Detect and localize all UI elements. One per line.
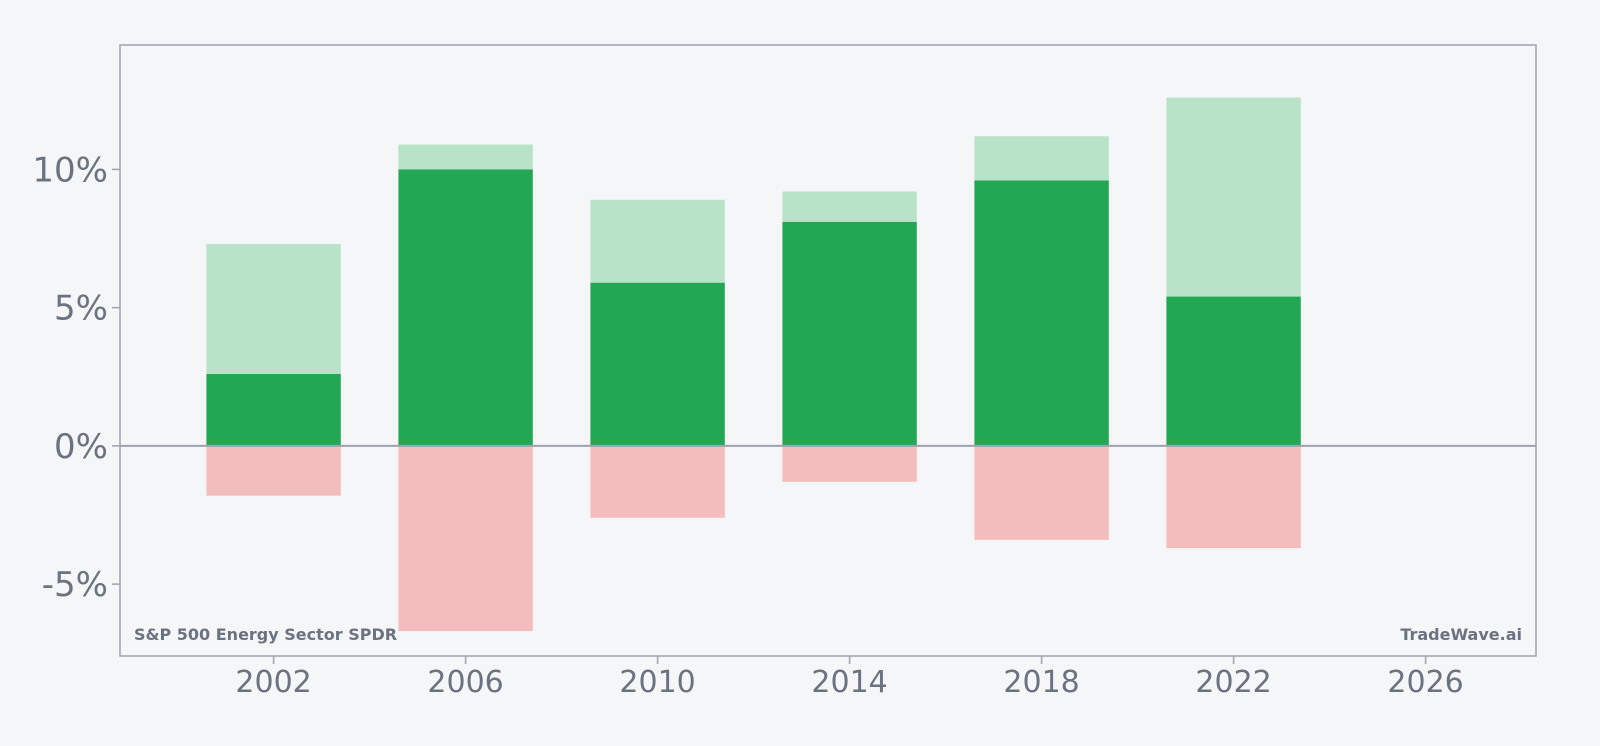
bar-lower-2010 — [590, 445, 725, 518]
x-tick-label: 2010 — [619, 665, 695, 700]
bar-upper-2018 — [974, 136, 1109, 181]
bar-lower-2002 — [206, 445, 341, 496]
y-tick-label: -5% — [42, 565, 108, 605]
x-tick-label: 2018 — [1003, 665, 1079, 700]
bars-group — [206, 97, 1301, 632]
bar-upper-2002 — [206, 244, 341, 374]
bar-core-2022 — [1166, 296, 1301, 446]
bar-upper-2010 — [590, 199, 725, 283]
bar-core-2006 — [398, 169, 533, 446]
watermark-annotation: TradeWave.ai — [1400, 625, 1522, 644]
y-tick-label: 0% — [54, 427, 108, 467]
bar-lower-2022 — [1166, 445, 1301, 549]
x-axis: 2002 2006 2010 2014 2018 2022 2026 — [235, 656, 1464, 700]
plot-frame — [119, 44, 1537, 657]
bar-upper-2022 — [1166, 97, 1301, 297]
x-tick-label: 2022 — [1195, 665, 1271, 700]
bar-lower-2018 — [974, 445, 1109, 540]
bar-core-2010 — [590, 282, 725, 446]
y-tick-label: 10% — [32, 150, 108, 190]
bar-core-2002 — [206, 374, 341, 446]
x-tick-label: 2002 — [235, 665, 311, 700]
bar-core-2014 — [782, 221, 917, 446]
bar-core-2018 — [974, 180, 1109, 446]
bar-upper-2014 — [782, 191, 917, 222]
bar-upper-2006 — [398, 144, 533, 170]
x-tick-label: 2014 — [811, 665, 887, 700]
x-tick-label: 2006 — [427, 665, 503, 700]
y-axis: -5% 0% 5% 10% — [32, 150, 120, 605]
bar-lower-2006 — [398, 445, 533, 632]
x-tick-label: 2026 — [1387, 665, 1463, 700]
y-tick-label: 5% — [54, 289, 108, 329]
series-title-annotation: S&P 500 Energy Sector SPDR — [134, 625, 397, 644]
bar-lower-2014 — [782, 445, 917, 482]
